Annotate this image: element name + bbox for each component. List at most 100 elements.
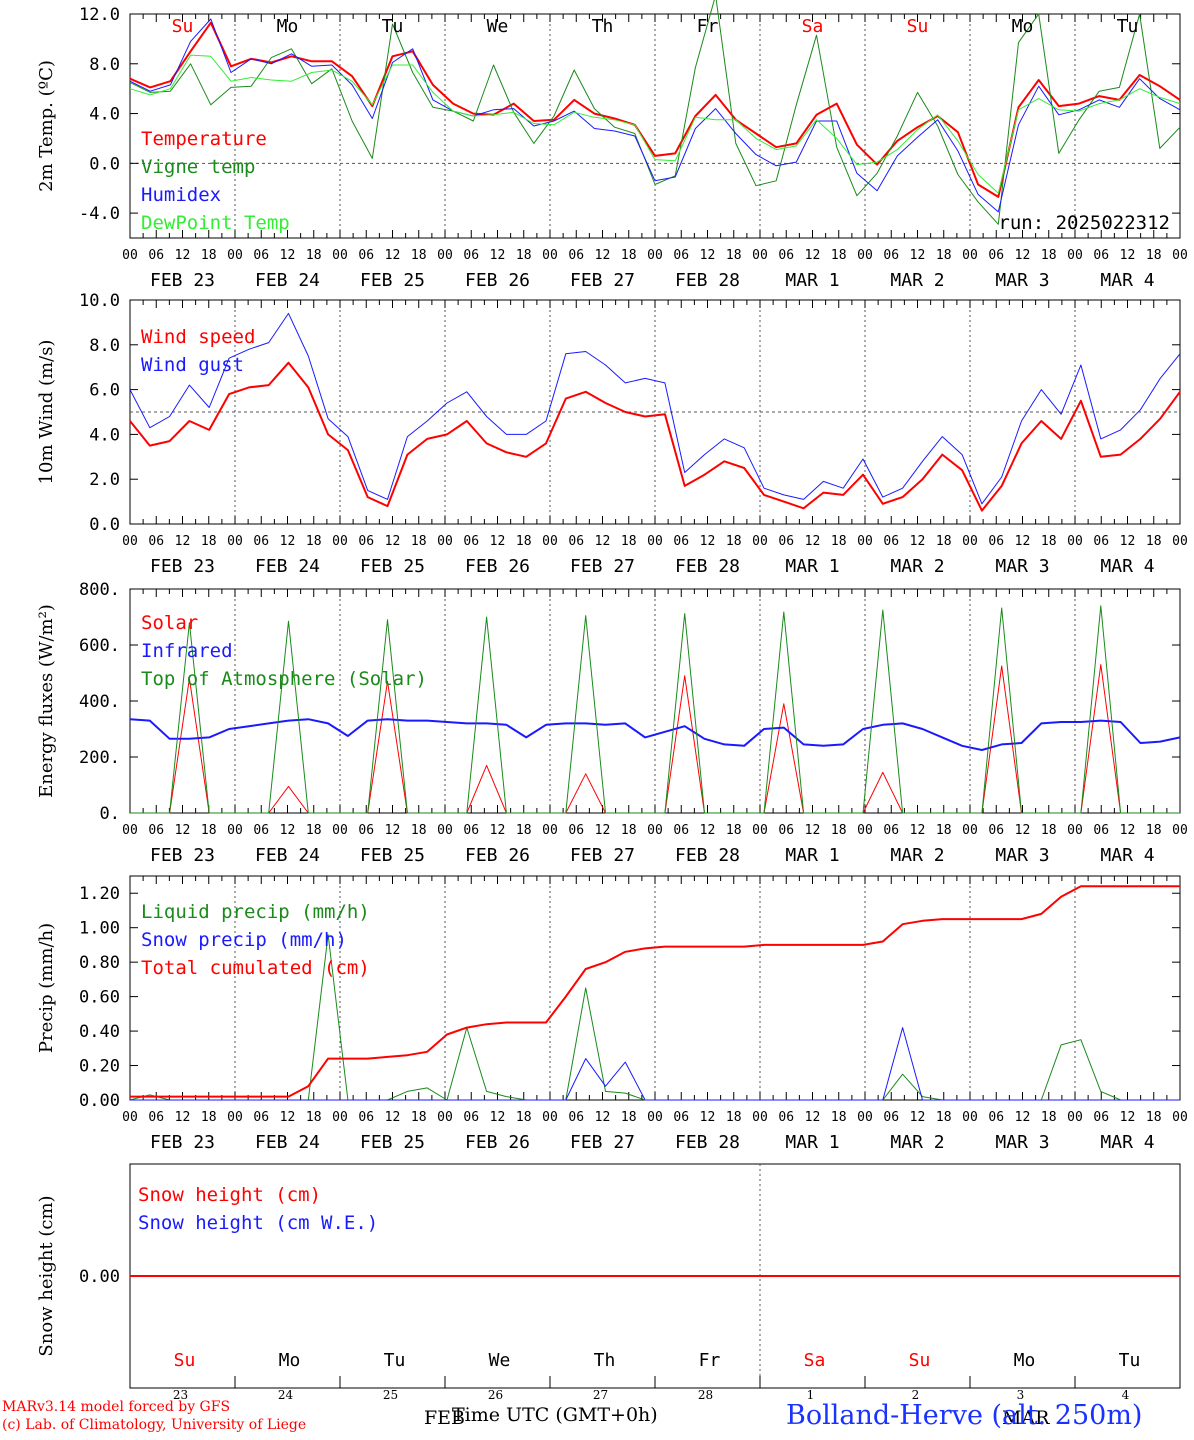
date-label: MAR 2 bbox=[890, 845, 944, 866]
hour-tick-label: 18 bbox=[516, 534, 532, 549]
hour-tick-label: 18 bbox=[516, 1110, 532, 1125]
hour-tick-label: 18 bbox=[831, 248, 847, 263]
hour-tick-label: 00 bbox=[962, 823, 978, 838]
y-tick-label: 0.20 bbox=[79, 1057, 120, 1077]
hour-tick-label: 06 bbox=[778, 248, 794, 263]
hour-tick-label: 18 bbox=[1041, 823, 1057, 838]
day-name-label: Tu bbox=[1117, 16, 1139, 37]
station-name: Bolland-Herve (alt. 250m) bbox=[786, 1400, 1143, 1431]
hour-tick-label: 18 bbox=[621, 1110, 637, 1125]
hour-tick-label: 12 bbox=[1120, 823, 1136, 838]
hour-tick-label: 12 bbox=[910, 823, 926, 838]
day-name-label: Su bbox=[174, 1350, 196, 1371]
legend-entry: Snow height (cm) bbox=[138, 1184, 321, 1206]
hour-tick-label: 06 bbox=[1093, 534, 1109, 549]
hour-tick-label: 18 bbox=[411, 534, 427, 549]
date-label: FEB 23 bbox=[150, 270, 215, 291]
y-tick-label: 0.00 bbox=[79, 1091, 120, 1111]
y-axis-label: Snow height (cm) bbox=[36, 1195, 57, 1356]
legend-entry: Temperature bbox=[141, 128, 267, 150]
y-tick-label: 12.0 bbox=[79, 5, 120, 25]
hour-tick-label: 12 bbox=[1015, 248, 1031, 263]
hour-tick-label: 06 bbox=[988, 248, 1004, 263]
hour-tick-label: 06 bbox=[883, 1110, 899, 1125]
date-label: FEB 24 bbox=[255, 270, 320, 291]
hour-tick-label: 00 bbox=[227, 1110, 243, 1125]
hour-tick-label: 06 bbox=[988, 823, 1004, 838]
date-label: FEB 26 bbox=[465, 270, 530, 291]
hour-tick-label: 18 bbox=[831, 823, 847, 838]
date-label: MAR 4 bbox=[1100, 1132, 1154, 1153]
hour-tick-label: 18 bbox=[1146, 1110, 1162, 1125]
series-line-blue bbox=[129, 718, 1181, 751]
hour-tick-label: 18 bbox=[201, 823, 217, 838]
hour-tick-label: 00 bbox=[857, 823, 873, 838]
day-name-label: Tu bbox=[382, 16, 404, 37]
hour-tick-label: 00 bbox=[752, 1110, 768, 1125]
hour-tick-label: 06 bbox=[568, 248, 584, 263]
hour-tick-label: 12 bbox=[595, 823, 611, 838]
month-label: FEB bbox=[424, 1407, 465, 1429]
hour-tick-label: 00 bbox=[122, 534, 138, 549]
hour-tick-label: 18 bbox=[1146, 823, 1162, 838]
hour-tick-label: 18 bbox=[936, 534, 952, 549]
y-tick-label: 400. bbox=[79, 692, 120, 712]
legend-entry: Snow precip (mm/h) bbox=[141, 929, 347, 951]
legend-entry: Snow height (cm W.E.) bbox=[138, 1212, 378, 1234]
y-tick-label: 10.0 bbox=[79, 291, 120, 311]
series-line-red bbox=[129, 361, 1181, 512]
hour-tick-label: 12 bbox=[910, 1110, 926, 1125]
date-label: MAR 3 bbox=[995, 556, 1049, 577]
day-number-label: 23 bbox=[173, 1388, 188, 1402]
legend-entry: Wind speed bbox=[141, 326, 255, 348]
date-label: FEB 25 bbox=[360, 556, 425, 577]
hour-tick-label: 00 bbox=[227, 534, 243, 549]
hour-tick-label: 18 bbox=[306, 248, 322, 263]
hour-tick-label: 12 bbox=[385, 823, 401, 838]
run-annotation: run: 2025022312 bbox=[998, 212, 1170, 234]
hour-tick-label: 18 bbox=[411, 823, 427, 838]
legend-entry: Solar bbox=[141, 612, 198, 634]
y-tick-label: 4.0 bbox=[89, 105, 120, 125]
series-line-green bbox=[130, 605, 1180, 814]
hour-tick-label: 00 bbox=[647, 1110, 663, 1125]
hour-tick-label: 12 bbox=[595, 248, 611, 263]
hour-tick-label: 00 bbox=[332, 248, 348, 263]
hour-tick-label: 06 bbox=[988, 534, 1004, 549]
hour-tick-label: 12 bbox=[700, 534, 716, 549]
hour-tick-label: 06 bbox=[358, 248, 374, 263]
date-label: FEB 25 bbox=[360, 270, 425, 291]
date-label: MAR 3 bbox=[995, 1132, 1049, 1153]
y-tick-label: 1.20 bbox=[79, 884, 120, 904]
date-label: FEB 28 bbox=[675, 556, 740, 577]
hour-tick-label: 06 bbox=[883, 248, 899, 263]
hour-tick-label: 06 bbox=[463, 534, 479, 549]
day-name-label: We bbox=[487, 16, 509, 37]
hour-tick-label: 12 bbox=[805, 1110, 821, 1125]
y-tick-label: 8.0 bbox=[89, 55, 120, 75]
day-name-label: Fr bbox=[697, 16, 719, 37]
hour-tick-label: 18 bbox=[1041, 534, 1057, 549]
hour-tick-label: 06 bbox=[673, 823, 689, 838]
hour-tick-label: 12 bbox=[280, 534, 296, 549]
hour-tick-label: 06 bbox=[568, 1110, 584, 1125]
date-label: FEB 26 bbox=[465, 845, 530, 866]
day-number-label: 4 bbox=[1122, 1388, 1130, 1402]
hour-tick-label: 18 bbox=[201, 1110, 217, 1125]
hour-tick-label: 12 bbox=[385, 1110, 401, 1125]
hour-tick-label: 12 bbox=[175, 1110, 191, 1125]
day-number-label: 1 bbox=[807, 1388, 815, 1402]
hour-tick-label: 18 bbox=[936, 823, 952, 838]
hour-tick-label: 00 bbox=[122, 823, 138, 838]
y-axis-label: 10m Wind (m/s) bbox=[36, 340, 57, 485]
legend-entry: Humidex bbox=[141, 184, 221, 206]
hour-tick-label: 06 bbox=[673, 248, 689, 263]
hour-tick-label: 00 bbox=[857, 534, 873, 549]
date-label: FEB 24 bbox=[255, 1132, 320, 1153]
date-label: FEB 27 bbox=[570, 270, 635, 291]
legend-entry: Total cumulated (cm) bbox=[141, 957, 370, 979]
hour-tick-label: 00 bbox=[1172, 248, 1188, 263]
day-name-label: Th bbox=[592, 16, 614, 37]
y-tick-label: 0.80 bbox=[79, 953, 120, 973]
date-label: FEB 27 bbox=[570, 1132, 635, 1153]
